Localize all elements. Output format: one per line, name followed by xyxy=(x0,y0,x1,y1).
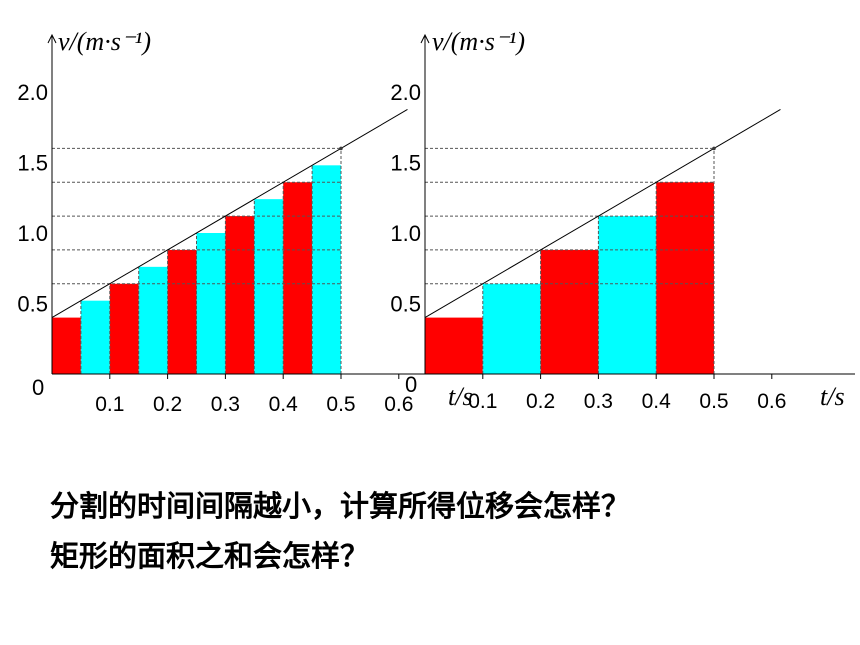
bar-5 xyxy=(656,182,714,374)
question-area-sum: 矩形的面积之和会怎样？ xyxy=(50,539,370,573)
y-tick-label: 1.5 xyxy=(390,151,421,176)
bar-2 xyxy=(482,283,541,374)
x-tick-label: 0.1 xyxy=(95,393,124,416)
origin-label: 0 xyxy=(32,375,44,400)
bar-4 xyxy=(598,216,657,374)
bar-7 xyxy=(225,216,255,374)
x-tick-label: 0.5 xyxy=(326,393,355,416)
y-tick-label: 0.5 xyxy=(17,292,48,317)
x-tick-label: 0.4 xyxy=(269,393,299,416)
x-tick-label: 0.1 xyxy=(468,390,497,413)
bar-3 xyxy=(540,249,599,374)
bar-6 xyxy=(196,233,226,374)
bar-10 xyxy=(312,165,341,374)
y-tick-label: 1.0 xyxy=(390,221,421,246)
endpoint-dot xyxy=(712,146,716,151)
x-tick-label: 0.5 xyxy=(699,390,728,413)
two-velocity-time-charts: 0.1 0.2 0.3 0.4 0.5 0.6 0.5 1.0 1.5 2.0 0 v/(m·s⁻¹)… xyxy=(17,27,855,416)
x-axis-label: t/s xyxy=(820,382,845,411)
x-tick-label: 0.3 xyxy=(584,390,613,413)
y-axis-arrow xyxy=(47,33,57,44)
x-axis-label: t/s xyxy=(448,382,473,411)
bar-5 xyxy=(167,249,197,374)
bar-8 xyxy=(254,199,284,374)
bar-9 xyxy=(283,182,313,374)
chart-1: 0.1 0.2 0.3 0.4 0.5 0.6 0.5 1.0 1.5 2.0 0 v/(m·s⁻¹)… xyxy=(17,27,472,416)
x-tick-label: 0.6 xyxy=(757,390,786,413)
question-displacement: 分割的时间间隔越小，计算所得位移会怎样？ xyxy=(50,489,631,523)
origin-label: 0 xyxy=(405,372,417,397)
x-tick-label: 0.3 xyxy=(211,393,240,416)
x-tick-label: 0.2 xyxy=(153,393,182,416)
chart-2: 0.1 0.2 0.3 0.4 0.5 0.6 0.5 1.0 1.5 2.0 0 v/(m·s⁻¹)… xyxy=(390,27,855,413)
velocity-line xyxy=(51,109,408,319)
x-tick-label: 0.2 xyxy=(526,390,555,413)
y-tick-label: 1.5 xyxy=(17,151,48,176)
bar-4 xyxy=(138,266,168,374)
bar-2 xyxy=(80,300,110,374)
y-tick-label: 1.0 xyxy=(17,221,48,246)
endpoint-dot xyxy=(339,146,343,151)
y-axis-label: v/(m·s⁻¹) xyxy=(58,27,151,56)
x-tick-label: 0.4 xyxy=(642,390,672,413)
y-tick-label: 2.0 xyxy=(17,80,48,105)
y-axis-arrow xyxy=(420,33,430,44)
velocity-line xyxy=(424,109,781,319)
y-tick-label: 0.5 xyxy=(390,292,421,317)
bar-1 xyxy=(425,317,483,374)
bar-1 xyxy=(52,317,81,374)
bar-3 xyxy=(109,283,139,374)
y-axis-label: v/(m·s⁻¹) xyxy=(432,27,525,56)
y-tick-label: 2.0 xyxy=(390,80,421,105)
x-tick-label: 0.6 xyxy=(384,393,413,416)
